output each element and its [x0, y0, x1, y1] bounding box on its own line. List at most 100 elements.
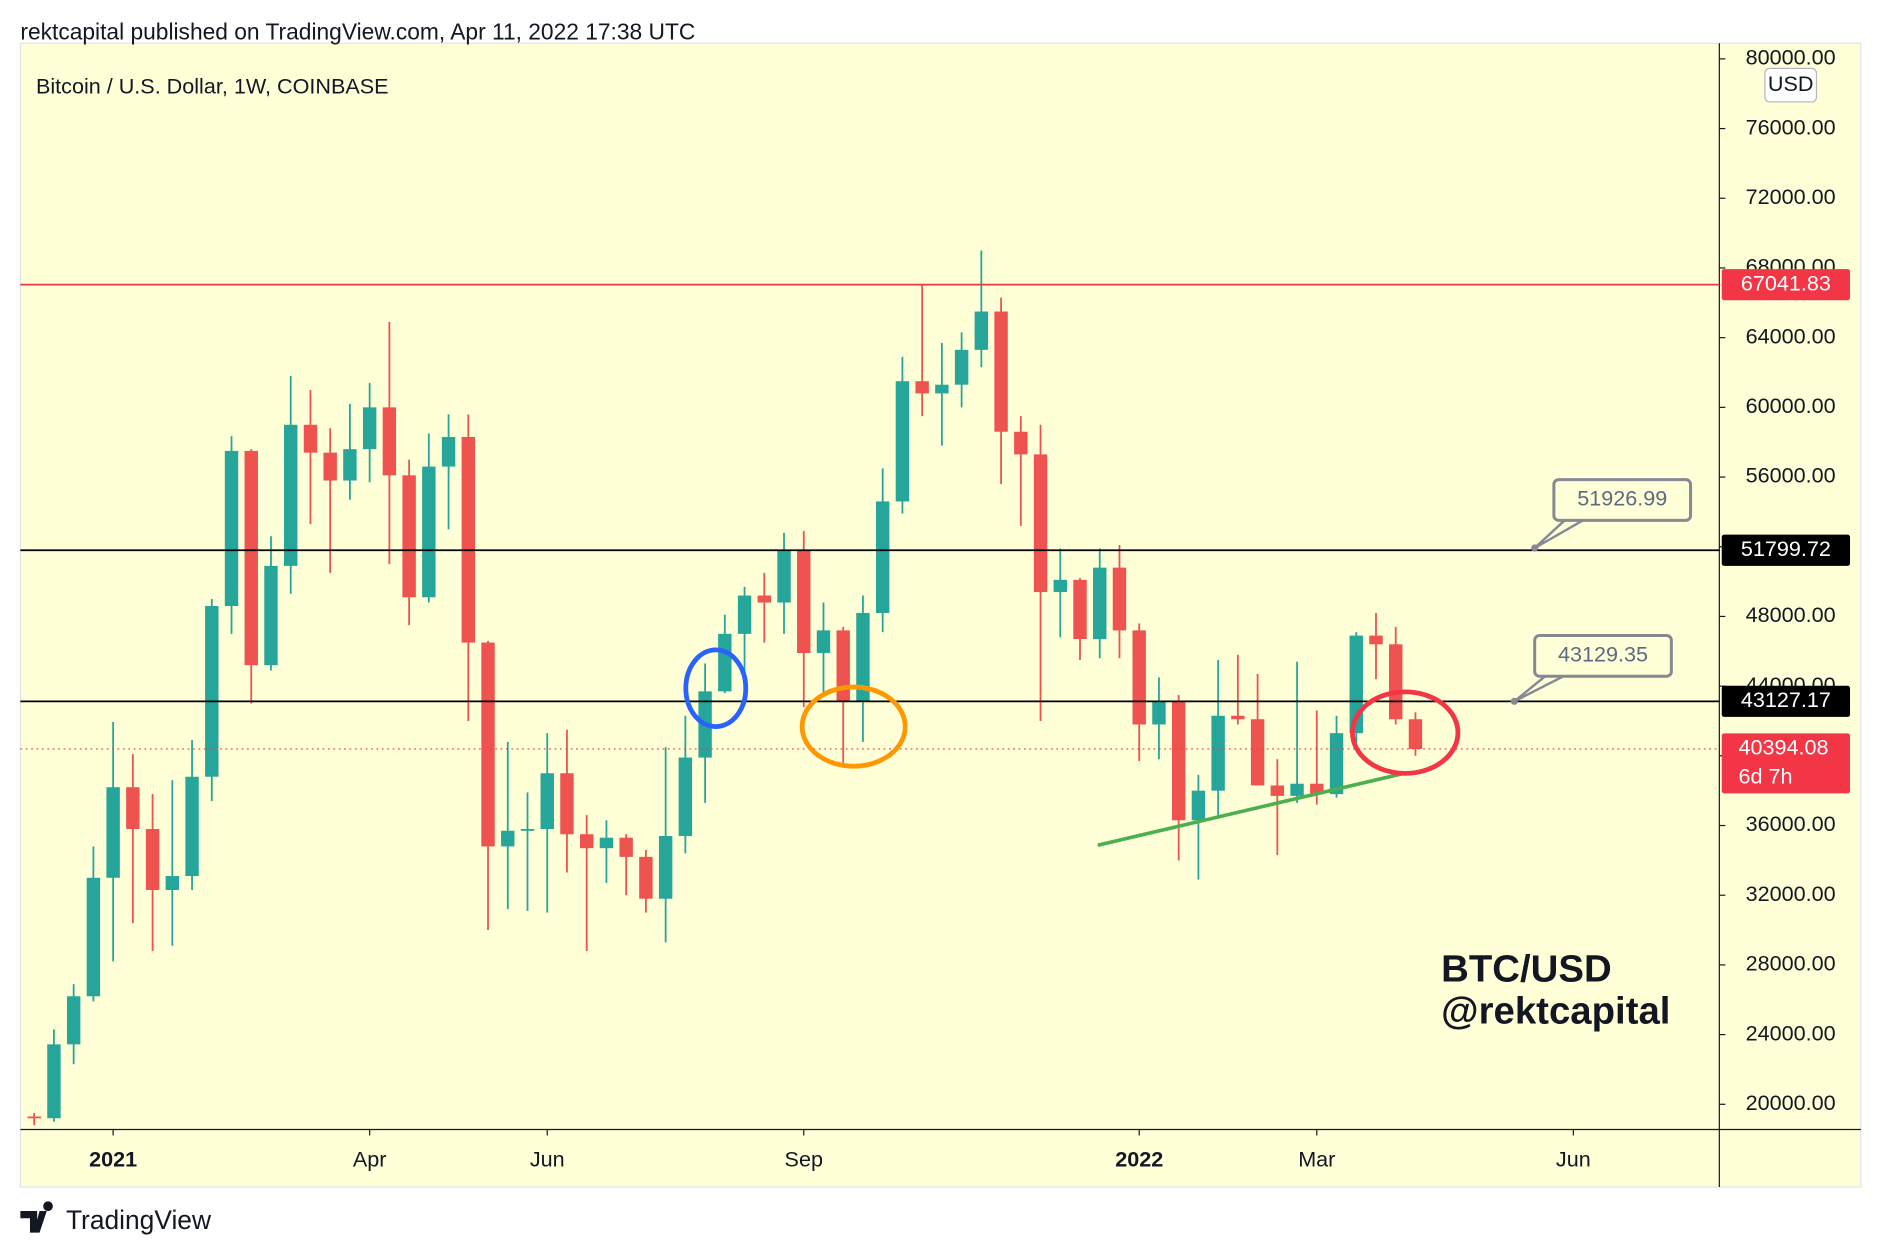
candle-body [1310, 783, 1324, 795]
candle-body [126, 787, 140, 830]
candle-body [323, 452, 337, 481]
candle-body [974, 311, 989, 350]
candle-body [1152, 701, 1166, 725]
y-tick-label: 80000.00 [1746, 45, 1836, 70]
y-tick-label: 20000.00 [1746, 1090, 1836, 1115]
candle-body [461, 436, 476, 643]
candle-body [777, 550, 791, 603]
candle-body [935, 384, 949, 394]
candle-body [994, 311, 1008, 432]
publish-header: rektcapital published on TradingView.com… [20, 19, 695, 45]
candle-body [875, 501, 890, 613]
y-tick-label: 76000.00 [1746, 114, 1836, 139]
candle-body [1093, 567, 1107, 640]
candle-body [915, 381, 929, 394]
orange-circle [799, 684, 908, 769]
candle-body [1290, 783, 1304, 796]
level-tag-label: 67041.83 [1741, 270, 1831, 295]
x-tick-label: Apr [353, 1146, 387, 1171]
candle-body [1408, 719, 1423, 749]
candle-body [501, 830, 515, 847]
level-tag-label: 51799.72 [1741, 536, 1831, 561]
brand-name: TradingView [66, 1205, 212, 1235]
blue-circle [683, 647, 749, 730]
level-tag [1721, 534, 1851, 566]
candle-body [658, 835, 673, 899]
candle-body [639, 856, 653, 899]
candle-body [165, 876, 180, 890]
candle-body [954, 349, 969, 385]
candle-body [47, 1044, 61, 1119]
y-tick-label: 60000.00 [1746, 393, 1836, 418]
candle-body [678, 757, 693, 836]
y-tick-label: 24000.00 [1746, 1020, 1836, 1045]
candle-body [599, 837, 614, 849]
countdown-label: 6d 7h [1739, 763, 1793, 788]
chart-title: Bitcoin / U.S. Dollar, 1W, COINBASE [36, 73, 389, 98]
callout-label: 43129.35 [1558, 642, 1648, 667]
level-tag [1721, 685, 1851, 717]
candle-body [1329, 733, 1344, 795]
y-tick-label: 64000.00 [1746, 323, 1836, 348]
level-tag [1721, 269, 1851, 301]
candle-body [284, 424, 298, 566]
candle-body [1132, 630, 1146, 725]
candle-body [185, 776, 199, 877]
candle-body [145, 829, 160, 890]
candle-body [737, 595, 752, 634]
candle-body [579, 834, 594, 849]
candle-body [1191, 790, 1206, 821]
candle-body [619, 837, 633, 857]
candle-body [244, 450, 258, 666]
callout-anchor [1510, 697, 1518, 705]
currency-label: USD [1768, 71, 1814, 96]
candle-body [481, 642, 495, 847]
candle-body [718, 633, 732, 692]
level-tag-label: 43127.17 [1741, 687, 1831, 712]
candle-body [836, 630, 850, 702]
brand-logo [20, 1201, 53, 1233]
candle-body [856, 612, 870, 702]
y-tick-label: 48000.00 [1746, 602, 1836, 627]
candle-body [1073, 579, 1087, 640]
candle-body [86, 877, 101, 997]
candle-body [66, 996, 81, 1045]
candle-body [1211, 715, 1225, 791]
x-tick-label: Jun [1556, 1146, 1591, 1171]
candle-body [343, 449, 357, 481]
candle-body [382, 407, 397, 476]
callout-box [1533, 633, 1673, 678]
currency-box [1764, 67, 1818, 103]
y-tick-label: 36000.00 [1746, 811, 1836, 836]
chart-pane [19, 42, 1862, 1188]
candle-body [1250, 719, 1265, 786]
candle-body [441, 436, 456, 467]
watermark-line: BTC/USD [1441, 947, 1611, 990]
x-tick-label: 2021 [89, 1146, 137, 1171]
callout-box [1552, 478, 1693, 522]
candle-body [797, 550, 811, 654]
candle-body [402, 475, 416, 598]
candle-body [224, 450, 239, 606]
candle-body [422, 466, 436, 598]
candle-body [520, 829, 535, 831]
candle-body [106, 787, 120, 878]
red-circle [1350, 689, 1461, 776]
x-tick-label: Jun [530, 1146, 565, 1171]
x-tick-label: Mar [1298, 1146, 1335, 1171]
last-price-tag [1721, 733, 1851, 794]
candle-body [27, 1116, 41, 1119]
x-tick-label: 2022 [1115, 1146, 1163, 1171]
callout-anchor [1531, 544, 1539, 552]
candle-body [1033, 454, 1048, 593]
candle-body [1270, 785, 1285, 796]
candle-body [1112, 567, 1127, 631]
y-tick-label: 28000.00 [1746, 951, 1836, 976]
candle-body [362, 407, 377, 450]
watermark-line: @rektcapital [1441, 989, 1670, 1032]
candle-body [303, 424, 318, 453]
candle-body [895, 381, 910, 502]
candle-body [1231, 715, 1245, 720]
